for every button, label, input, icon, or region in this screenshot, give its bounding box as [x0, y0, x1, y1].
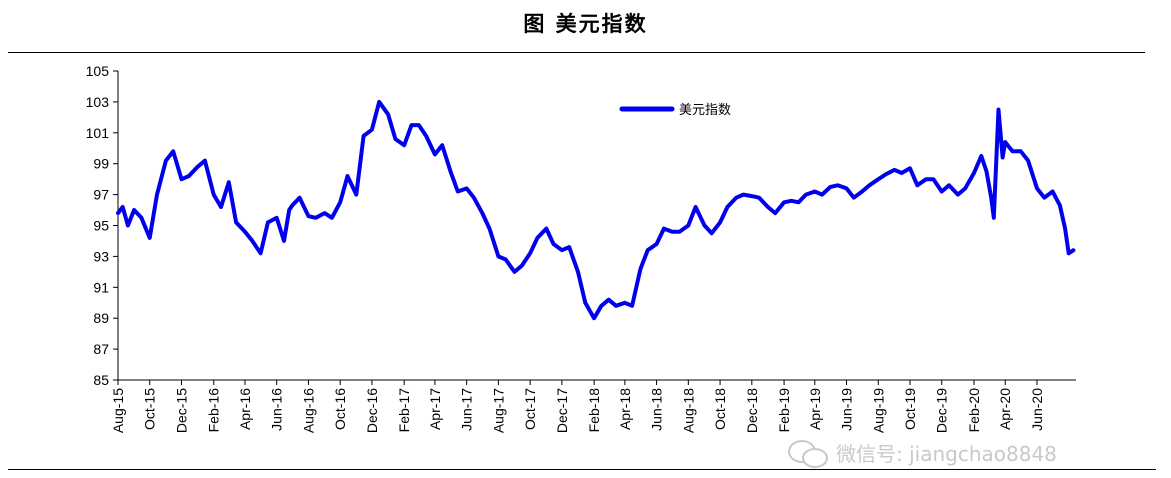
x-tick-label: Jun-19: [839, 388, 855, 431]
x-tick-label: Aug-15: [110, 388, 126, 433]
x-tick-label: Dec-15: [173, 388, 189, 433]
y-tick-label: 89: [93, 310, 109, 326]
x-tick-label: Dec-19: [934, 388, 950, 433]
x-tick-label: Feb-17: [396, 388, 412, 433]
x-tick-label: Oct-15: [142, 388, 158, 430]
x-tick-label: Feb-20: [966, 388, 982, 433]
y-tick-label: 87: [93, 341, 109, 357]
x-tick-label: Jun-16: [269, 388, 285, 431]
chart-axes: [117, 71, 1076, 381]
y-axis-ticks: 85 87 89 91 93 95 97 99 101 103 105: [86, 63, 118, 388]
x-tick-label: Dec-17: [554, 388, 570, 433]
bottom-divider: [8, 469, 1156, 470]
x-tick-label: Oct-17: [522, 388, 538, 430]
page-title: 图 美元指数: [523, 12, 648, 36]
x-tick-label: Jun-18: [649, 388, 665, 431]
y-tick-label: 105: [86, 63, 110, 79]
x-tick-label: Jun-20: [1029, 388, 1045, 431]
y-tick-label: 95: [93, 218, 109, 234]
y-tick-label: 97: [93, 187, 109, 203]
legend-label: 美元指数: [679, 103, 731, 118]
x-tick-label: Jun-17: [459, 388, 475, 431]
y-tick-label: 101: [86, 125, 110, 141]
x-tick-label: Aug-18: [680, 388, 696, 433]
x-tick-label: Aug-16: [300, 388, 316, 433]
wechat-icon: [786, 439, 830, 468]
x-tick-label: Apr-16: [237, 388, 253, 430]
series-group: [116, 99, 1076, 321]
x-tick-label: Apr-20: [997, 388, 1013, 430]
x-tick-label: Feb-16: [206, 388, 222, 433]
y-tick-label: 85: [93, 372, 109, 388]
chart-legend: 美元指数: [619, 103, 731, 118]
y-tick-label: 93: [93, 248, 109, 264]
x-tick-label: Aug-17: [490, 388, 506, 433]
x-tick-label: Apr-18: [617, 388, 633, 430]
x-tick-label: Oct-19: [902, 388, 918, 430]
x-tick-label: Apr-19: [807, 388, 823, 430]
y-tick-label: 99: [93, 156, 109, 172]
x-tick-label: Dec-16: [364, 388, 380, 433]
series-line: [116, 99, 1076, 321]
watermark: 微信号: jiangchao8848: [786, 438, 1057, 468]
x-tick-label: Apr-17: [427, 388, 443, 430]
x-tick-label: Oct-16: [332, 388, 348, 430]
x-tick-label: Feb-18: [586, 388, 602, 433]
watermark-text: 微信号: jiangchao8848: [836, 442, 1057, 466]
y-tick-label: 103: [86, 94, 110, 110]
x-axis-ticks: Aug-15 Oct-15 Dec-15 Feb-16 Apr-16 Jun-16 Aug-…: [110, 380, 1045, 433]
x-tick-label: Dec-18: [744, 388, 760, 433]
top-divider: [8, 52, 1145, 53]
y-tick-label: 91: [93, 279, 109, 295]
x-tick-label: Aug-19: [870, 388, 886, 433]
x-tick-label: Feb-19: [776, 388, 792, 433]
x-tick-label: Oct-18: [712, 388, 728, 430]
